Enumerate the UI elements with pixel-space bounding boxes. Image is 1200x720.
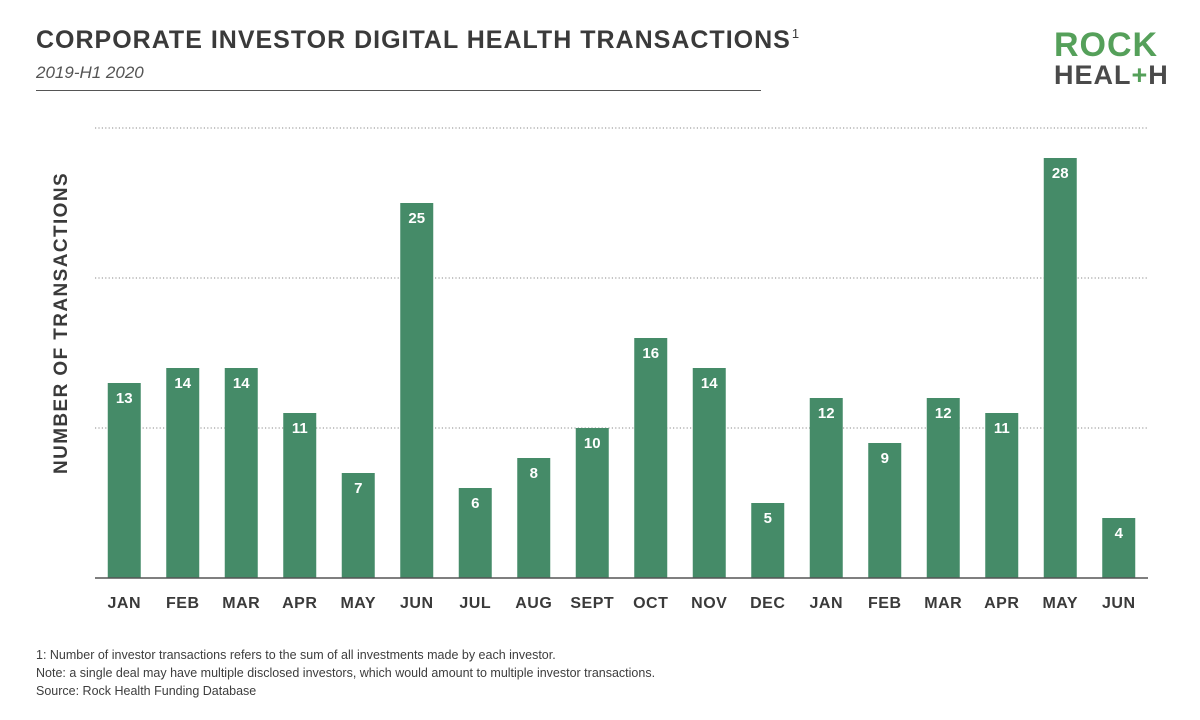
chart-subtitle: 2019-H1 2020 [36, 63, 144, 82]
chart-title: CORPORATE INVESTOR DIGITAL HEALTH TRANSA… [36, 26, 799, 55]
bar-jul-6 [458, 488, 492, 578]
bar-sept-8 [575, 428, 609, 578]
x-tick-label: MAR [222, 595, 260, 612]
bar-jan-12 [809, 398, 843, 578]
data-label: 6 [471, 495, 479, 512]
x-tick-label: MAR [924, 595, 962, 612]
x-tick-label: JUN [400, 595, 434, 612]
bar-aug-7 [517, 458, 551, 578]
rock-health-logo: ROCK HEAL+H [1054, 28, 1170, 89]
data-label: 10 [584, 435, 601, 452]
bar-feb-1 [166, 368, 200, 578]
data-label: 14 [233, 375, 250, 392]
x-tick-label: NOV [691, 595, 727, 612]
bar-jun-17 [1102, 518, 1136, 578]
data-label: 4 [1115, 525, 1124, 542]
data-label: 9 [881, 450, 889, 467]
logo-line-2: HEAL+H [1054, 62, 1170, 89]
bar-may-4 [341, 473, 375, 578]
data-label: 12 [818, 405, 835, 422]
bar-jun-5 [400, 203, 434, 578]
x-tick-label: JUN [1102, 595, 1136, 612]
data-label: 7 [354, 480, 362, 497]
data-label: 13 [116, 390, 133, 407]
data-label: 8 [530, 465, 538, 482]
data-label: 16 [642, 345, 659, 362]
logo-plus: + [1131, 60, 1149, 90]
bar-may-16 [1043, 158, 1077, 578]
x-tick-label: AUG [515, 595, 552, 612]
data-label: 14 [701, 375, 718, 392]
bar-jan-0 [107, 383, 141, 578]
x-tick-label: APR [984, 595, 1019, 612]
x-tick-label: JAN [809, 595, 843, 612]
bar-oct-9 [634, 338, 668, 578]
data-label: 12 [935, 405, 952, 422]
bar-mar-2 [224, 368, 258, 578]
data-label: 25 [408, 210, 425, 227]
title-footnote-mark: 1 [791, 26, 800, 41]
bar-apr-3 [283, 413, 317, 578]
x-tick-label: MAY [1042, 595, 1078, 612]
x-tick-label: APR [282, 595, 317, 612]
footnote-source: Source: Rock Health Funding Database [36, 684, 257, 698]
data-label: 11 [292, 420, 308, 437]
x-tick-label: SEPT [570, 595, 614, 612]
logo-line-2-part-1: HEAL [1054, 60, 1132, 90]
footnote-note: Note: a single deal may have multiple di… [36, 666, 656, 680]
x-tick-label: JUL [459, 595, 491, 612]
data-label: 28 [1052, 165, 1069, 182]
x-tick-label: MAY [340, 595, 376, 612]
bar-nov-10 [692, 368, 726, 578]
x-tick-label: FEB [166, 595, 200, 612]
data-label: 11 [994, 420, 1010, 437]
logo-line-2-part-2: H [1148, 60, 1169, 90]
bar-apr-15 [985, 413, 1019, 578]
x-tick-label: OCT [633, 595, 668, 612]
footnote-1: 1: Number of investor transactions refer… [36, 648, 556, 662]
bar-feb-13 [868, 443, 902, 578]
chart-title-text: CORPORATE INVESTOR DIGITAL HEALTH TRANSA… [36, 26, 791, 54]
data-label: 5 [764, 510, 772, 527]
logo-line-1: ROCK [1054, 26, 1159, 64]
title-divider [36, 90, 761, 91]
data-label: 14 [174, 375, 191, 392]
footnotes: 1: Number of investor transactions refer… [36, 646, 655, 700]
x-tick-label: JAN [107, 595, 141, 612]
bar-mar-14 [926, 398, 960, 578]
x-tick-label: FEB [868, 595, 902, 612]
bar-dec-11 [751, 503, 785, 578]
x-tick-label: DEC [750, 595, 785, 612]
